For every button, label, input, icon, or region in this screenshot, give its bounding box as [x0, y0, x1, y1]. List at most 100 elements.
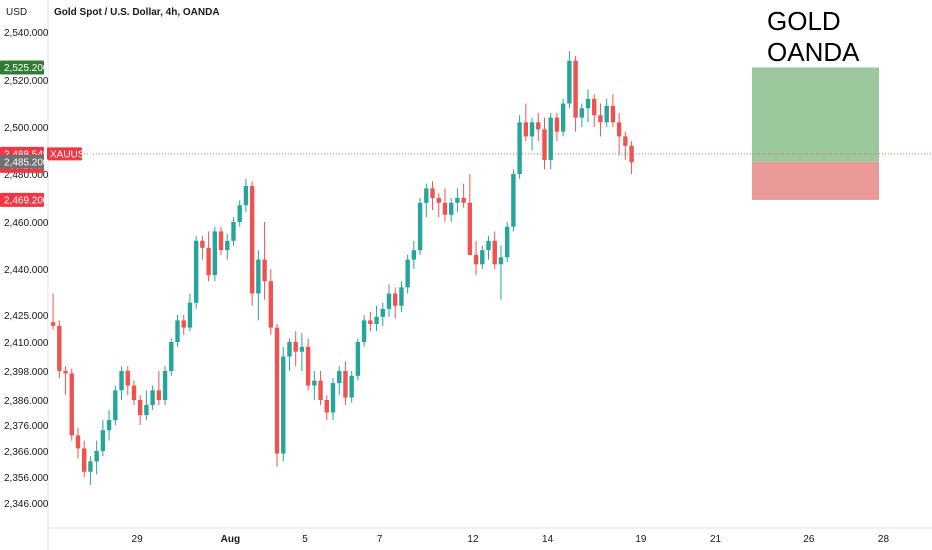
candle — [448, 198, 454, 222]
candle — [349, 371, 354, 403]
candle-body — [473, 254, 479, 265]
x-tick-label: 26 — [803, 534, 815, 545]
candle-body — [343, 371, 348, 398]
symbol-title: Gold Spot / U.S. Dollar, 4h, OANDA — [54, 7, 220, 18]
candle — [492, 231, 497, 269]
candle-body — [249, 186, 255, 294]
candle-body — [536, 122, 541, 130]
candle — [511, 169, 516, 232]
candle — [623, 131, 628, 160]
candle — [249, 181, 255, 306]
annotation-oanda: OANDA — [767, 37, 860, 67]
candle-body — [424, 188, 429, 203]
candle-body — [368, 320, 373, 324]
y-tick-label: 2,356.000 — [4, 473, 49, 484]
candle — [461, 183, 466, 208]
candle — [629, 141, 634, 174]
candle-body — [337, 371, 342, 384]
currency-label: USD — [6, 7, 27, 18]
candle — [517, 115, 522, 179]
candle-body — [131, 385, 137, 400]
x-tick-label: 14 — [542, 534, 554, 545]
x-tick-label: 12 — [467, 534, 479, 545]
candle-body — [113, 390, 118, 420]
candle — [324, 395, 329, 420]
stop-loss-zone[interactable] — [752, 161, 879, 200]
candle-body — [69, 373, 74, 436]
candle-body — [455, 198, 460, 203]
candle-body — [542, 129, 547, 160]
candle-body — [200, 240, 205, 248]
candle — [399, 281, 404, 312]
candle-body — [106, 420, 112, 431]
candle — [150, 385, 155, 410]
candle — [337, 366, 342, 396]
candle — [585, 89, 591, 123]
annotation-gold: GOLD — [767, 6, 841, 36]
candle — [467, 174, 473, 255]
x-axis-labels: 29 Aug 5 7 12 14 19 21 26 28 — [132, 534, 890, 545]
y-tick-label: 2,376.000 — [4, 421, 49, 432]
candle — [343, 361, 348, 405]
candle-body — [299, 346, 305, 352]
entry-price-tag: 2,485.200 — [0, 154, 49, 169]
candle — [529, 117, 535, 151]
candle-body — [150, 390, 155, 405]
candle-body — [386, 293, 392, 309]
candle-body — [268, 281, 274, 328]
candle-body — [274, 327, 280, 454]
x-tick-label: 19 — [635, 534, 647, 545]
candle — [405, 254, 410, 294]
stop-loss-tag: 2,469.200 — [0, 192, 49, 207]
candle — [542, 117, 547, 170]
y-tick-label: 2,460.000 — [4, 218, 49, 229]
candle — [430, 181, 435, 210]
candle-body — [448, 202, 454, 215]
candle — [256, 250, 261, 321]
candle-body — [579, 108, 585, 118]
candle-body — [305, 346, 311, 386]
candle-body — [511, 174, 516, 227]
take-profit-zone[interactable] — [752, 67, 879, 162]
candle-body — [318, 380, 323, 400]
candle-body — [125, 371, 130, 386]
candle-body — [523, 122, 529, 137]
candle-body — [442, 202, 448, 215]
candle — [567, 51, 572, 109]
candle — [69, 368, 74, 441]
y-tick-label: 2,410.000 — [4, 338, 49, 349]
candle-body — [187, 302, 193, 328]
candle — [616, 112, 622, 156]
candle-body — [330, 383, 336, 413]
candle-body — [175, 320, 180, 342]
candle-body — [355, 342, 361, 376]
candle-body — [393, 293, 398, 306]
candle-body — [492, 240, 497, 265]
candle — [318, 371, 323, 405]
candle-body — [461, 198, 466, 203]
candle-body — [430, 188, 435, 198]
candle-body — [598, 115, 603, 123]
candle-body — [162, 371, 168, 400]
x-tick-label: 7 — [377, 534, 383, 545]
candle — [57, 320, 62, 379]
candle-body — [181, 320, 186, 328]
candle-body — [243, 186, 249, 206]
candle — [206, 231, 211, 282]
x-tick-label: 21 — [710, 534, 722, 545]
candle — [200, 236, 205, 260]
y-tick-label: 2,398.000 — [4, 367, 49, 378]
candle — [231, 217, 236, 246]
candle — [82, 440, 87, 477]
candle — [193, 236, 199, 309]
candle-body — [517, 122, 522, 174]
candle — [573, 56, 578, 132]
svg-text:2,485.200: 2,485.200 — [4, 157, 49, 168]
candle — [305, 338, 311, 391]
y-tick-label: 2,520.000 — [4, 76, 49, 87]
candle-body — [293, 342, 298, 352]
candle-body — [262, 259, 267, 282]
candle — [498, 245, 504, 300]
candle-body — [616, 122, 622, 137]
